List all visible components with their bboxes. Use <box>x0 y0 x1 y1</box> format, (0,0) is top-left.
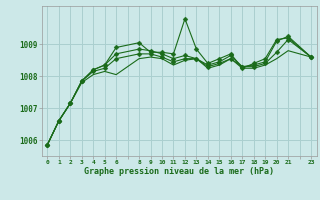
X-axis label: Graphe pression niveau de la mer (hPa): Graphe pression niveau de la mer (hPa) <box>84 167 274 176</box>
